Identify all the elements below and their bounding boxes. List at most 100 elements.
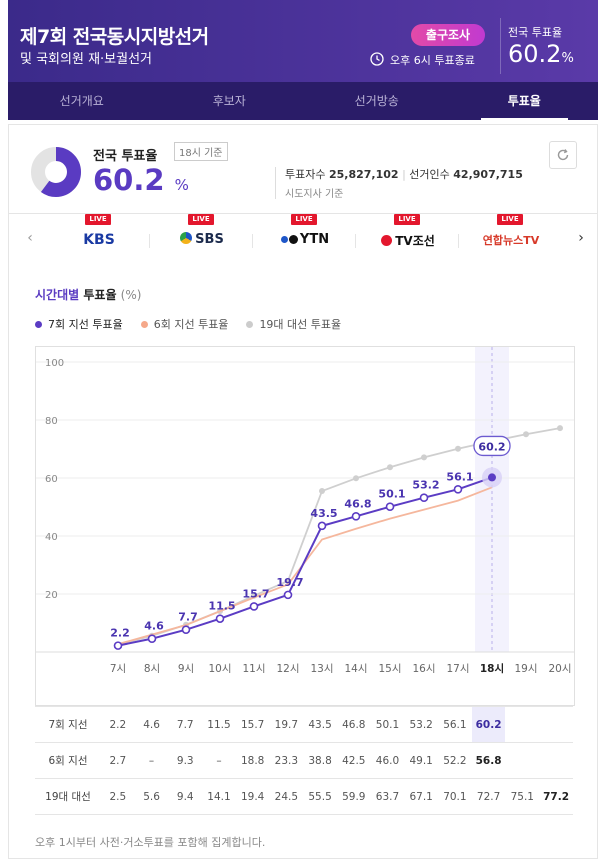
table-cell: 2.5 <box>101 778 135 815</box>
table-cell: 9.3 <box>168 742 203 779</box>
chart-title-accent: 시간대별 <box>35 288 80 302</box>
broadcaster-kbs[interactable]: LIVE KBS <box>49 214 149 264</box>
table-cell: 2.2 <box>101 706 135 743</box>
chevron-left-icon[interactable]: ‹ <box>27 230 33 246</box>
table-cell: 23.3 <box>269 742 304 779</box>
data-label: 11.5 <box>208 600 235 613</box>
broadcaster-bar: ‹ LIVE KBS LIVE SBS LIVE YTN LIVE TV조선 L… <box>8 213 598 263</box>
table-cell: 67.1 <box>404 778 439 815</box>
table-cell: 50.1 <box>370 706 405 743</box>
summary-counts: 투표자수 25,827,102 | 선거인수 42,907,715 <box>285 168 523 181</box>
table-cell: 19.4 <box>235 778 270 815</box>
sbs-logo-icon <box>180 232 193 244</box>
refresh-button[interactable] <box>549 141 577 169</box>
table-cell: 42.5 <box>336 742 371 779</box>
exit-poll-button[interactable]: 출구조사 <box>411 24 485 46</box>
row-label: 19대 대선 <box>35 778 101 815</box>
y-tick-label: 40 <box>45 532 58 543</box>
broadcaster-name-text: YTN <box>299 232 330 247</box>
legend-label: 6회 지선 투표율 <box>153 318 229 331</box>
table-cell: 9.4 <box>168 778 203 815</box>
y-tick-label: 100 <box>45 358 64 369</box>
table-cell: 19.7 <box>269 706 304 743</box>
data-point <box>557 425 563 432</box>
table-cell: 72.7 <box>471 778 506 815</box>
legend-label: 19대 대선 투표율 <box>259 318 342 331</box>
table-cell: – <box>202 742 236 779</box>
ytn-logo-icon <box>288 235 298 244</box>
tvchosun-logo-icon <box>381 235 393 246</box>
electors-value: 42,907,715 <box>453 168 523 181</box>
chevron-right-icon[interactable]: › <box>578 230 584 246</box>
x-tick-label: 18시 <box>480 663 504 675</box>
table-row: 7회 지선 2.2 4.6 7.7 11.5 15.7 19.7 43.5 46.8 50.1 53… <box>35 706 573 743</box>
electors-label: 선거인수 <box>409 168 450 181</box>
legend-label: 7회 지선 투표율 <box>48 318 123 331</box>
table-row: 6회 지선 2.7–9.3–18.8 23.3 38.8 42.5 46.0 49.1 52.… <box>35 742 573 779</box>
data-point <box>353 475 359 482</box>
live-badge: LIVE <box>188 214 214 225</box>
chart-title: 시간대별 투표율 (%) <box>35 286 141 303</box>
broadcaster-name: TV조선 <box>358 232 458 249</box>
legend-item: 6회 지선 투표율 <box>140 316 229 332</box>
data-point <box>421 454 427 461</box>
data-label: 56.1 <box>446 470 473 483</box>
chart-footnote: 오후 1시부터 사전·거소투표를 포함해 집계합니다. <box>35 836 266 849</box>
refresh-icon <box>557 149 569 161</box>
voters-value: 25,827,102 <box>328 168 399 181</box>
header-divider <box>500 18 501 74</box>
table-cell: 11.5 <box>202 706 236 743</box>
data-point <box>113 641 123 650</box>
election-header: 제7회 전국동시지방선거 및 국회의원 재·보궐선거 출구조사 오후 6시 투표… <box>8 0 598 120</box>
broadcaster-ytn[interactable]: LIVE YTN <box>255 214 355 264</box>
chart-legend: 7회 지선 투표율 6회 지선 투표율 19대 대선 투표율 <box>35 316 359 332</box>
donut-fill <box>31 147 81 197</box>
x-tick-label: 19시 <box>514 663 537 675</box>
tab-turnout[interactable]: 투표율 <box>451 82 599 120</box>
data-label: 4.6 <box>144 620 164 633</box>
x-tick-label: 10시 <box>208 663 231 675</box>
data-point <box>351 511 361 521</box>
broadcaster-name: 연합뉴스TV <box>482 234 540 247</box>
summary-turnout-value: 60.2 % <box>93 163 189 197</box>
hourly-turnout-section: 시간대별 투표율 (%) 7회 지선 투표율 6회 지선 투표율 19대 대선 … <box>8 262 598 859</box>
broadcaster-tvchosun[interactable]: LIVE TV조선 <box>358 214 458 264</box>
data-label: 53.2 <box>412 479 439 492</box>
legend-item: 7회 지선 투표율 <box>35 316 123 332</box>
data-point <box>419 493 429 503</box>
turnout-table: 7회 지선 2.2 4.6 7.7 11.5 15.7 19.7 43.5 46.8 50.1 53… <box>35 706 573 815</box>
row-label: 7회 지선 <box>35 706 101 743</box>
data-point <box>319 488 325 495</box>
x-tick-label: 7시 <box>110 663 126 675</box>
broadcaster-name-text: TV조선 <box>395 234 435 248</box>
data-point <box>385 502 395 512</box>
summary-basis-badge: 18시 기준 <box>174 142 228 161</box>
tab-candidates[interactable]: 후보자 <box>212 94 246 108</box>
table-cell: 15.7 <box>235 706 270 743</box>
data-point <box>215 614 225 623</box>
tab-bar: 선거개요 후보자 선거방송 투표율 <box>8 82 598 120</box>
broadcaster-sbs[interactable]: LIVE SBS <box>152 214 252 264</box>
data-point <box>387 464 393 471</box>
summary-label: 전국 투표율 <box>93 149 158 164</box>
series-line-6th-local <box>117 486 493 646</box>
summary-divider <box>275 167 276 199</box>
tab-broadcast[interactable]: 선거방송 <box>354 94 399 108</box>
table-cell: 70.1 <box>438 778 472 815</box>
table-cell: 52.2 <box>438 742 472 779</box>
table-cell: 60.2 <box>471 706 506 743</box>
table-cell <box>505 742 540 779</box>
voters-label: 투표자수 <box>285 168 326 181</box>
poll-close-time: 오후 6시 투표종료 <box>390 54 475 67</box>
tab-overview[interactable]: 선거개요 <box>59 94 104 108</box>
data-label: 2.2 <box>110 627 130 640</box>
broadcaster-yonhap[interactable]: LIVE 연합뉴스TV <box>461 214 561 264</box>
live-badge: LIVE <box>394 214 420 225</box>
header-turnout-number: 60.2 <box>508 40 562 68</box>
data-point <box>249 602 259 611</box>
table-row: 19대 대선 2.5 5.6 9.4 14.1 19.4 24.5 55.5 59.9 63.7 6… <box>35 778 573 815</box>
data-label: 50.1 <box>378 488 405 501</box>
x-tick-label: 16시 <box>412 663 435 675</box>
data-label: 46.8 <box>344 497 371 510</box>
